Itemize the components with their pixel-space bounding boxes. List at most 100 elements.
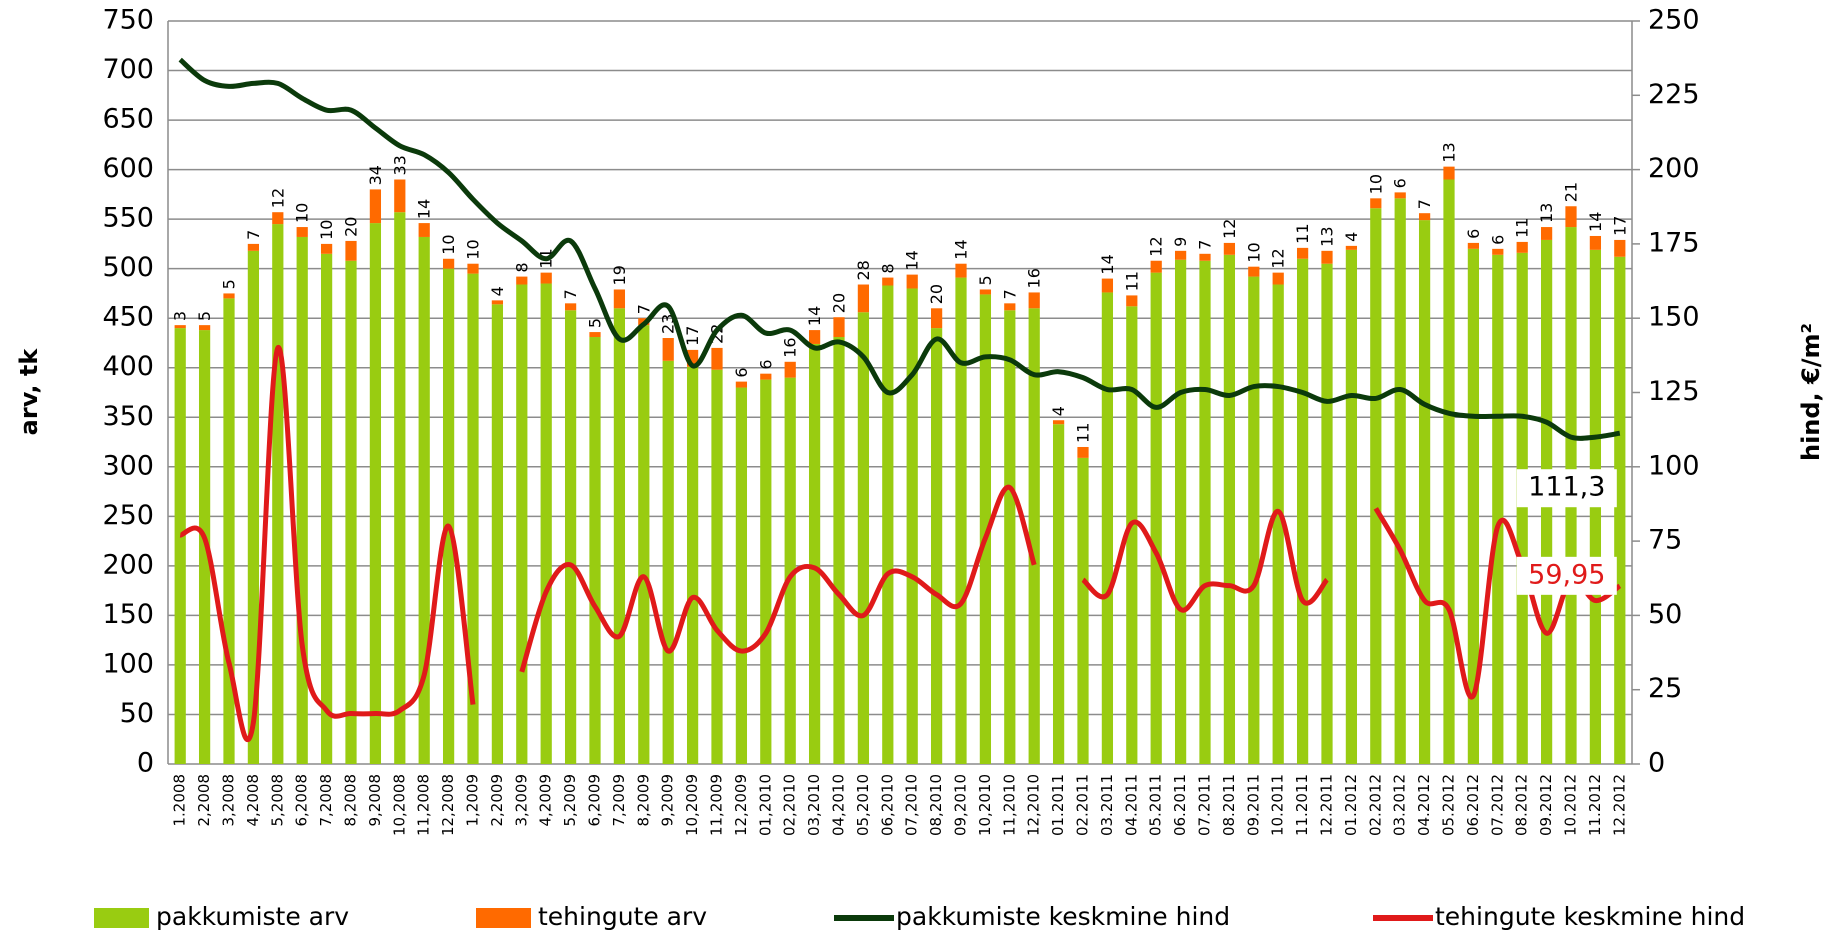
x-tick-label: 10,2008 (390, 774, 408, 836)
bar-segment (467, 273, 479, 764)
bar-segment (1443, 179, 1455, 765)
x-tick-label: 4,2008 (244, 774, 262, 827)
bar-segment (247, 243, 260, 251)
bar-segment (1174, 250, 1187, 260)
legend-label: tehingute keskmine hind (1435, 902, 1745, 931)
bar-segment (1492, 248, 1504, 255)
y-tick-label: 0 (137, 748, 154, 779)
bar-label: 20 (830, 293, 849, 313)
y-tick-label: 50 (120, 698, 154, 729)
line-series (178, 57, 1621, 441)
y2-tick-label: 250 (1648, 5, 1700, 36)
bar-label: 28 (854, 260, 873, 280)
x-tick-label: 09.2012 (1537, 774, 1555, 836)
bar-segment (247, 250, 260, 765)
bar-segment (223, 298, 235, 764)
data-label: 111,3 (1528, 472, 1605, 503)
bar-label: 11 (1293, 224, 1312, 244)
bar-label: 5 (976, 275, 995, 285)
x-tick-label: 4,2009 (537, 774, 555, 827)
y-tick-label: 150 (102, 599, 154, 630)
data-label-box (1516, 556, 1617, 595)
y-tick-label: 600 (102, 153, 154, 184)
bar-segment (516, 276, 528, 285)
bar-segment (1004, 310, 1016, 764)
y-tick-label: 500 (102, 252, 154, 283)
line-series (519, 485, 1037, 673)
bar-segment (1321, 250, 1333, 264)
x-tick-label: 08.2011 (1220, 774, 1238, 836)
bar-segment (955, 277, 967, 764)
line-series (179, 345, 476, 743)
bar-segment (930, 328, 943, 764)
bar-label: 4 (1049, 406, 1068, 416)
bar-segment (1516, 252, 1528, 765)
bar-segment (223, 293, 235, 299)
bar-segment (418, 223, 430, 237)
legend-swatch (94, 908, 149, 928)
bar-segment (857, 312, 870, 764)
bar-label: 3 (171, 311, 190, 321)
x-tick-label: 01,2010 (756, 774, 774, 836)
bar-segment (1394, 198, 1406, 764)
x-tick-label: 7,2008 (317, 774, 335, 827)
x-tick-label: 09.2011 (1244, 774, 1262, 836)
y-tick-label: 650 (102, 104, 154, 135)
bar-label: 11 (1513, 218, 1532, 238)
x-tick-label: 12.2011 (1318, 774, 1336, 836)
bar-label: 12 (1220, 219, 1239, 239)
bar-segment (320, 243, 333, 254)
bar-label: 6 (732, 367, 751, 377)
bar-label: 6 (1391, 178, 1410, 188)
bar-segment (272, 212, 284, 225)
x-tick-label: 03,2010 (805, 774, 823, 836)
x-tick-label: 6,2009 (586, 774, 604, 827)
x-tick-label: 10,2009 (683, 774, 701, 836)
x-tick-label: 3,2008 (220, 774, 238, 827)
bar-segment (1418, 213, 1431, 221)
y2-tick-label: 175 (1648, 227, 1700, 258)
bar-segment (1174, 259, 1187, 764)
bar-segment (1248, 276, 1260, 764)
bar-segment (394, 212, 406, 764)
x-tick-label: 2,2008 (195, 774, 213, 827)
bar-label: 10 (464, 239, 483, 259)
bar-segment (1052, 420, 1065, 425)
x-tick-label: 05.2011 (1147, 774, 1165, 836)
bar-segment (1077, 457, 1089, 764)
bar-segment (345, 240, 357, 261)
y2-tick-label: 125 (1648, 376, 1700, 407)
bar-label: 9 (1171, 237, 1190, 247)
bar-label: 5 (220, 279, 239, 289)
bar-segment (1077, 446, 1089, 458)
bar-segment (1101, 292, 1114, 764)
y-axis-title: arv, tk (15, 348, 43, 436)
bar-segment (735, 387, 748, 764)
bar-label: 13 (1440, 142, 1459, 162)
x-tick-label: 5,2009 (561, 774, 579, 827)
bar-segment (906, 288, 918, 764)
bar-label: 13 (1318, 226, 1337, 246)
bar-segment (1516, 241, 1528, 253)
bar-label: 33 (390, 155, 409, 175)
x-tick-label: 04.2012 (1415, 774, 1433, 836)
bar-label: 16 (1025, 268, 1044, 288)
y2-tick-label: 100 (1648, 450, 1700, 481)
x-tick-label: 10.2012 (1562, 774, 1580, 836)
bar-segment (1223, 242, 1236, 255)
bar-segment (760, 379, 772, 764)
bar-label: 14 (1098, 254, 1117, 274)
x-tick-label: 01.2012 (1342, 774, 1360, 836)
bar-segment (1223, 254, 1236, 764)
bar-segment (198, 325, 211, 331)
bar-segment (735, 381, 748, 388)
bar-segment (906, 274, 918, 289)
bar-label: 8 (878, 263, 897, 273)
bar-segment (1565, 206, 1577, 228)
x-tick-label: 12,2010 (1025, 774, 1043, 836)
bar-segment (589, 332, 601, 338)
bar-segment (296, 236, 308, 764)
x-tick-label: 09,2010 (952, 774, 970, 836)
x-tick-label: 9,2009 (659, 774, 677, 827)
x-tick-label: 04,2010 (830, 774, 848, 836)
